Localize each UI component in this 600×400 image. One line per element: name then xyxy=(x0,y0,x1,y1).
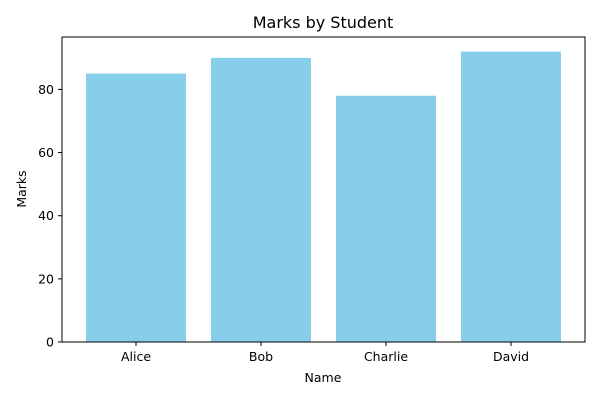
y-tick-label: 40 xyxy=(38,208,54,223)
y-axis-label: Marks xyxy=(14,170,29,207)
x-tick-label: Bob xyxy=(249,349,273,364)
y-tick-label: 80 xyxy=(38,82,54,97)
y-tick-label: 20 xyxy=(38,271,54,286)
bar-david xyxy=(461,51,561,343)
chart-title: Marks by Student xyxy=(253,13,394,32)
y-tick-label: 0 xyxy=(46,335,54,350)
plot-frame xyxy=(61,36,586,343)
y-tick-label: 60 xyxy=(38,145,54,160)
bar-alice xyxy=(86,73,186,343)
bar-charlie xyxy=(336,95,436,342)
x-axis-ticks: Alice Bob Charlie David xyxy=(121,342,529,364)
bar-bob xyxy=(211,57,311,343)
x-tick-label: Charlie xyxy=(364,349,408,364)
x-axis-label: Name xyxy=(305,370,342,385)
y-axis-ticks: 0 20 40 60 80 xyxy=(38,82,62,350)
x-tick-label: David xyxy=(493,349,529,364)
x-tick-label: Alice xyxy=(121,349,151,364)
bars-group xyxy=(86,51,561,343)
